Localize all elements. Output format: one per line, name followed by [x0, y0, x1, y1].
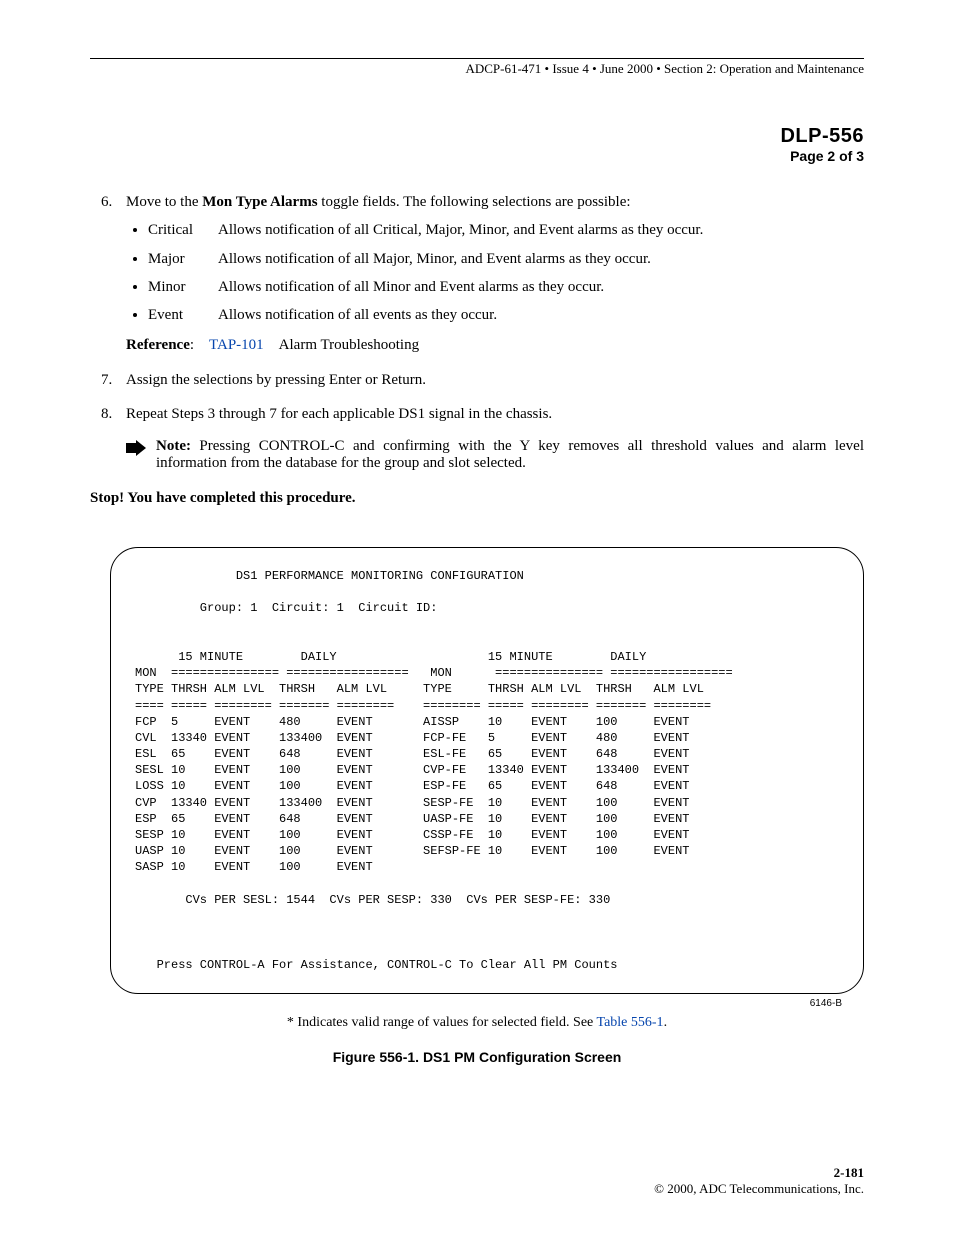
term-row-1: CVL 13340 EVENT 133400 EVENT FCP-FE 5 EV… [135, 730, 839, 746]
desc-event: Allows notification of all events as the… [218, 307, 497, 323]
desc-critical: Allows notification of all Critical, Maj… [218, 222, 703, 238]
page-number: 2-181 [654, 1165, 864, 1181]
step6-sublist: CriticalAllows notification of all Criti… [126, 220, 864, 325]
page-footer: 2-181 © 2000, ADC Telecommunications, In… [654, 1165, 864, 1197]
procedure-list: Move to the Mon Type Alarms toggle field… [90, 192, 864, 424]
sub-event: EventAllows notification of all events a… [148, 305, 864, 325]
table-link[interactable]: Table 556-1 [597, 1015, 664, 1030]
term-hdr4: ==== ===== ======== ======= ======== ===… [135, 698, 839, 714]
dlp-heading: DLP-556 Page 2 of 3 [90, 125, 864, 164]
step-7: Assign the selections by pressing Enter … [116, 370, 864, 390]
term-major: Major [148, 249, 218, 269]
running-header: ADCP-61-471 • Issue 4 • June 2000 • Sect… [90, 61, 864, 77]
term-row-0: FCP 5 EVENT 480 EVENT AISSP 10 EVENT 100… [135, 714, 839, 730]
reference-line: Reference: TAP-101 Alarm Troubleshooting [126, 335, 864, 355]
term-row-4: LOSS 10 EVENT 100 EVENT ESP-FE 65 EVENT … [135, 778, 839, 794]
header-rule [90, 58, 864, 59]
term-hdr3: TYPE THRSH ALM LVL THRSH ALM LVL TYPE TH… [135, 681, 839, 697]
note-label: Note: [156, 438, 191, 454]
reference-link[interactable]: TAP-101 [209, 337, 264, 353]
term-row-7: SESP 10 EVENT 100 EVENT CSSP-FE 10 EVENT… [135, 827, 839, 843]
figure-note: * Indicates valid range of values for se… [90, 1015, 864, 1031]
desc-minor: Allows notification of all Minor and Eve… [218, 279, 604, 295]
figure-note-b: . [664, 1015, 668, 1030]
term-critical: Critical [148, 220, 218, 240]
note-block: Note: Pressing CONTROL-C and confirming … [126, 438, 864, 472]
term-hdr2: MON =============== ================= MO… [135, 665, 839, 681]
figure-caption: Figure 556-1. DS1 PM Configuration Scree… [90, 1049, 864, 1065]
term-footer: Press CONTROL-A For Assistance, CONTROL-… [135, 957, 839, 973]
term-hdr1: 15 MINUTE DAILY 15 MINUTE DAILY [135, 649, 839, 665]
term-row-6: ESP 65 EVENT 648 EVENT UASP-FE 10 EVENT … [135, 811, 839, 827]
desc-major: Allows notification of all Major, Minor,… [218, 251, 651, 267]
figure-id: 6146-B [90, 998, 842, 1009]
term-cvs: CVs PER SESL: 1544 CVs PER SESP: 330 CVs… [135, 892, 839, 908]
figure-note-a: * Indicates valid range of values for se… [287, 1015, 597, 1030]
step-8: Repeat Steps 3 through 7 for each applic… [116, 404, 864, 424]
step6-lead-c: toggle fields. The following selections … [318, 194, 631, 210]
term-row-2: ESL 65 EVENT 648 EVENT ESL-FE 65 EVENT 6… [135, 746, 839, 762]
copyright: © 2000, ADC Telecommunications, Inc. [654, 1181, 864, 1197]
arrow-icon [126, 440, 146, 456]
stop-line: Stop! You have completed this procedure. [90, 490, 864, 507]
sub-major: MajorAllows notification of all Major, M… [148, 249, 864, 269]
term-title: DS1 PERFORMANCE MONITORING CONFIGURATION [135, 568, 839, 584]
reference-label: Reference [126, 337, 190, 353]
note-text: Pressing CONTROL-C and confirming with t… [156, 438, 864, 471]
step6-lead-b: Mon Type Alarms [202, 194, 317, 210]
term-row-5: CVP 13340 EVENT 133400 EVENT SESP-FE 10 … [135, 795, 839, 811]
reference-tail: Alarm Troubleshooting [279, 337, 419, 353]
term-event: Event [148, 305, 218, 325]
term-subtitle: Group: 1 Circuit: 1 Circuit ID: [135, 600, 839, 616]
term-row-8: UASP 10 EVENT 100 EVENT SEFSP-FE 10 EVEN… [135, 843, 839, 859]
dlp-page: Page 2 of 3 [90, 148, 864, 164]
terminal-screen: DS1 PERFORMANCE MONITORING CONFIGURATION… [110, 547, 864, 994]
step-6: Move to the Mon Type Alarms toggle field… [116, 192, 864, 356]
step6-lead-a: Move to the [126, 194, 202, 210]
dlp-title: DLP-556 [90, 125, 864, 148]
sub-critical: CriticalAllows notification of all Criti… [148, 220, 864, 240]
term-row-9: SASP 10 EVENT 100 EVENT [135, 859, 839, 875]
term-row-3: SESL 10 EVENT 100 EVENT CVP-FE 13340 EVE… [135, 762, 839, 778]
note-body: Note: Pressing CONTROL-C and confirming … [156, 438, 864, 472]
term-minor: Minor [148, 277, 218, 297]
sub-minor: MinorAllows notification of all Minor an… [148, 277, 864, 297]
